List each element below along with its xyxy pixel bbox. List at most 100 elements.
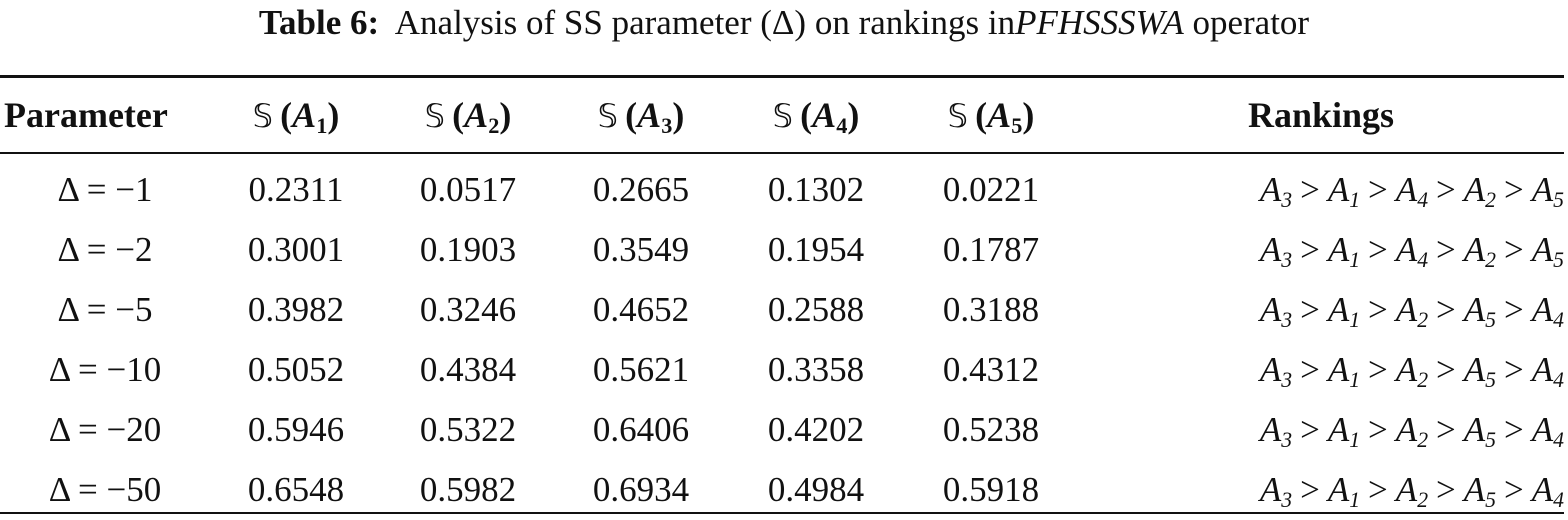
- ranking-alternative: A2: [1395, 290, 1429, 333]
- score-cell-a4: 0.3358: [767, 350, 865, 389]
- ranking-alternative: A2: [1395, 350, 1429, 393]
- parameter-cell: Δ = −20: [48, 410, 162, 449]
- ranking-alternative: A4: [1531, 350, 1564, 393]
- table-row: Δ = −10 0.5052 0.4384 0.5621 0.3358 0.4312 A3 >…: [0, 340, 1564, 400]
- greater-than-sign: >: [1504, 170, 1524, 209]
- header-rankings: Rankings: [1247, 95, 1395, 135]
- score-cell-a2: 0.1903: [419, 230, 517, 269]
- table-row: Δ = −2 0.3001 0.1903 0.3549 0.1954 0.1787 A3 > A…: [0, 220, 1564, 280]
- score-cell-a3: 0.3549: [592, 230, 690, 269]
- score-cell-a5: 0.3188: [942, 290, 1040, 329]
- ranking-cell: A3 > A1 > A2 > A5 > A4: [1078, 460, 1564, 520]
- header-score-a2: 𝕊 (A2): [424, 95, 512, 139]
- score-cell-a5: 0.5238: [942, 410, 1040, 449]
- ranking-alternative: A2: [1463, 230, 1497, 273]
- greater-than-sign: >: [1504, 230, 1524, 269]
- ranking-cell: A3 > A1 > A2 > A5 > A4: [1078, 340, 1564, 400]
- greater-than-sign: >: [1300, 290, 1320, 329]
- table-row: Δ = −20 0.5946 0.5322 0.6406 0.4202 0.5238 A3 >…: [0, 400, 1564, 460]
- ranking-alternative: A1: [1327, 350, 1361, 393]
- ranking-alternative: A4: [1531, 410, 1564, 453]
- greater-than-sign: >: [1368, 230, 1388, 269]
- table-bottom-rule: [0, 512, 1564, 514]
- ranking-alternative: A5: [1463, 470, 1497, 513]
- score-cell-a4: 0.4984: [767, 470, 865, 509]
- greater-than-sign: >: [1436, 410, 1456, 449]
- ranking-alternative: A5: [1531, 230, 1564, 273]
- score-cell-a1: 0.5946: [247, 410, 345, 449]
- ranking-alternative: A2: [1463, 170, 1497, 213]
- score-cell-a3: 0.4652: [592, 290, 690, 329]
- ranking-alternative: A4: [1531, 290, 1564, 333]
- greater-than-sign: >: [1368, 410, 1388, 449]
- score-cell-a5: 0.4312: [942, 350, 1040, 389]
- ranking-alternative: A2: [1395, 410, 1429, 453]
- ranking-cell: A3 > A1 > A2 > A5 > A4: [1078, 400, 1564, 460]
- ranking-cell: A3 > A1 > A2 > A5 > A4: [1078, 280, 1564, 340]
- greater-than-sign: >: [1436, 350, 1456, 389]
- ranking-alternative: A3: [1259, 170, 1293, 213]
- header-parameter: Parameter: [4, 95, 168, 135]
- score-cell-a1: 0.2311: [248, 170, 344, 209]
- ranking-alternative: A1: [1327, 410, 1361, 453]
- greater-than-sign: >: [1300, 230, 1320, 269]
- greater-than-sign: >: [1368, 290, 1388, 329]
- ranking-cell: A3 > A1 > A4 > A2 > A5: [1078, 220, 1564, 280]
- score-cell-a3: 0.5621: [592, 350, 690, 389]
- greater-than-sign: >: [1300, 170, 1320, 209]
- score-cell-a5: 0.0221: [942, 170, 1040, 209]
- ranking-alternative: A1: [1327, 170, 1361, 213]
- score-cell-a1: 0.5052: [247, 350, 345, 389]
- ranking-alternative: A3: [1259, 410, 1293, 453]
- greater-than-sign: >: [1504, 410, 1524, 449]
- ranking-alternative: A1: [1327, 470, 1361, 513]
- score-cell-a2: 0.5982: [419, 470, 517, 509]
- parameter-cell: Δ = −2: [57, 230, 153, 269]
- score-cell-a3: 0.2665: [592, 170, 690, 209]
- header-score-a4: 𝕊 (A4): [772, 95, 860, 139]
- table-row: Δ = −5 0.3982 0.3246 0.4652 0.2588 0.3188 A3 > A…: [0, 280, 1564, 340]
- score-cell-a4: 0.1954: [767, 230, 865, 269]
- ranking-alternative: A5: [1463, 350, 1497, 393]
- ranking-alternative: A3: [1259, 350, 1293, 393]
- greater-than-sign: >: [1436, 470, 1456, 509]
- score-cell-a2: 0.4384: [419, 350, 517, 389]
- greater-than-sign: >: [1436, 230, 1456, 269]
- header-row: Parameter 𝕊 (A1) 𝕊 (A2) 𝕊 (A3) 𝕊 (A4) 𝕊 (A5) R…: [0, 78, 1564, 152]
- score-cell-a1: 0.6548: [247, 470, 345, 509]
- ranking-alternative: A4: [1395, 170, 1429, 213]
- ranking-alternative: A1: [1327, 230, 1361, 273]
- caption-label: Table 6:: [258, 3, 380, 42]
- table-body: Δ = −1 0.2311 0.0517 0.2665 0.1302 0.0221 A3 > A…: [0, 152, 1564, 520]
- table-caption: Table 6: Analysis of SS parameter (Δ) on…: [0, 2, 1568, 44]
- parameter-cell: Δ = −1: [57, 170, 153, 209]
- header-score-a1: 𝕊 (A1): [252, 95, 340, 139]
- score-cell-a2: 0.3246: [419, 290, 517, 329]
- greater-than-sign: >: [1368, 470, 1388, 509]
- score-cell-a4: 0.4202: [767, 410, 865, 449]
- table-row: Δ = −1 0.2311 0.0517 0.2665 0.1302 0.0221 A3 > A…: [0, 152, 1564, 220]
- table-row: Δ = −50 0.6548 0.5982 0.6934 0.4984 0.5918 A3 >…: [0, 460, 1564, 520]
- ranking-alternative: A3: [1259, 230, 1293, 273]
- ranking-alternative: A5: [1463, 290, 1497, 333]
- table-top-rule: [0, 75, 1564, 78]
- caption-text: Analysis of SS parameter (Δ) on rankings…: [394, 3, 1016, 42]
- score-cell-a5: 0.1787: [942, 230, 1040, 269]
- ranking-alternative: A4: [1531, 470, 1564, 513]
- greater-than-sign: >: [1436, 170, 1456, 209]
- ranking-alternative: A2: [1395, 470, 1429, 513]
- ranking-alternative: A3: [1259, 290, 1293, 333]
- score-cell-a5: 0.5918: [942, 470, 1040, 509]
- caption-operator: PFHSSSWA: [1015, 3, 1184, 42]
- ranking-alternative: A5: [1463, 410, 1497, 453]
- score-cell-a1: 0.3982: [247, 290, 345, 329]
- score-cell-a2: 0.5322: [419, 410, 517, 449]
- parameter-cell: Δ = −5: [57, 290, 153, 329]
- greater-than-sign: >: [1504, 350, 1524, 389]
- score-cell-a2: 0.0517: [419, 170, 517, 209]
- greater-than-sign: >: [1504, 290, 1524, 329]
- score-cell-a3: 0.6406: [592, 410, 690, 449]
- greater-than-sign: >: [1300, 410, 1320, 449]
- greater-than-sign: >: [1368, 170, 1388, 209]
- parameter-cell: Δ = −50: [48, 470, 162, 509]
